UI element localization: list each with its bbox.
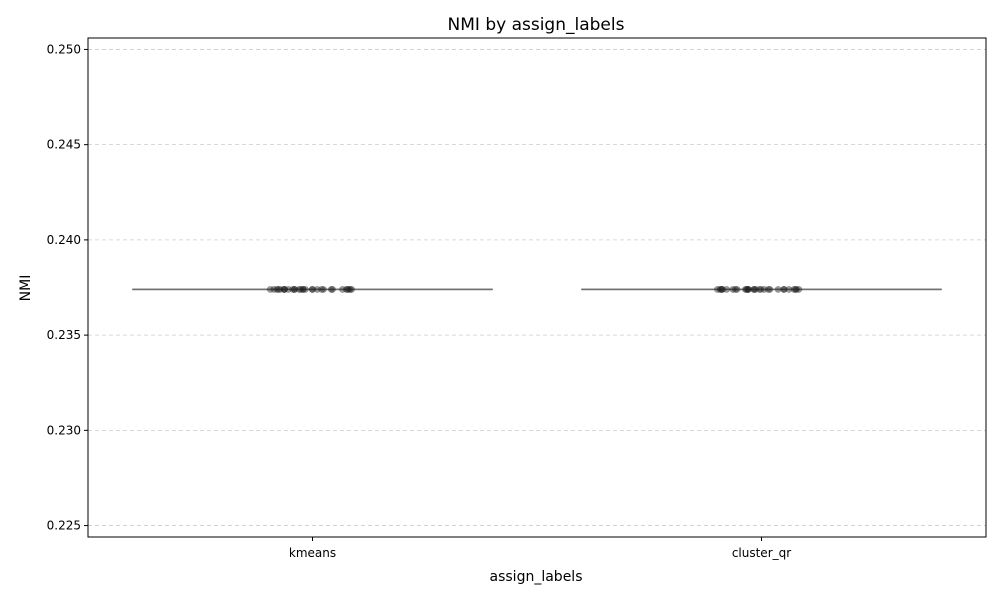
data-point bbox=[752, 286, 758, 292]
y-tick-label: 0.240 bbox=[47, 233, 81, 247]
y-tick-label: 0.235 bbox=[47, 328, 81, 342]
data-point bbox=[792, 286, 798, 292]
data-point bbox=[319, 286, 325, 292]
y-tick-label: 0.245 bbox=[47, 138, 81, 152]
data-point bbox=[281, 286, 287, 292]
data-point bbox=[719, 286, 725, 292]
chart-title: NMI by assign_labels bbox=[448, 15, 625, 35]
axes-layer: 0.225 0.230 0.235 0.240 0.245 0.250 kmeans clus… bbox=[47, 42, 792, 560]
y-tick-label: 0.225 bbox=[47, 519, 81, 533]
grid-layer bbox=[88, 49, 986, 525]
data-point bbox=[302, 286, 308, 292]
data-point bbox=[743, 286, 749, 292]
data-point bbox=[328, 286, 334, 292]
data-point bbox=[781, 286, 787, 292]
x-tick-label: kmeans bbox=[289, 546, 336, 560]
data-point bbox=[274, 286, 280, 292]
y-tick-label: 0.230 bbox=[47, 423, 81, 437]
marks-layer bbox=[133, 286, 941, 292]
y-axis-title: NMI bbox=[18, 275, 34, 302]
data-point bbox=[339, 286, 345, 292]
data-point bbox=[775, 286, 781, 292]
data-point bbox=[767, 286, 773, 292]
x-tick-label: cluster_qr bbox=[732, 546, 791, 560]
data-point bbox=[732, 286, 738, 292]
data-point bbox=[296, 286, 302, 292]
data-point bbox=[267, 286, 273, 292]
x-axis-title: assign_labels bbox=[490, 569, 583, 585]
y-tick-label: 0.250 bbox=[47, 42, 81, 56]
plot-frame bbox=[88, 38, 986, 537]
